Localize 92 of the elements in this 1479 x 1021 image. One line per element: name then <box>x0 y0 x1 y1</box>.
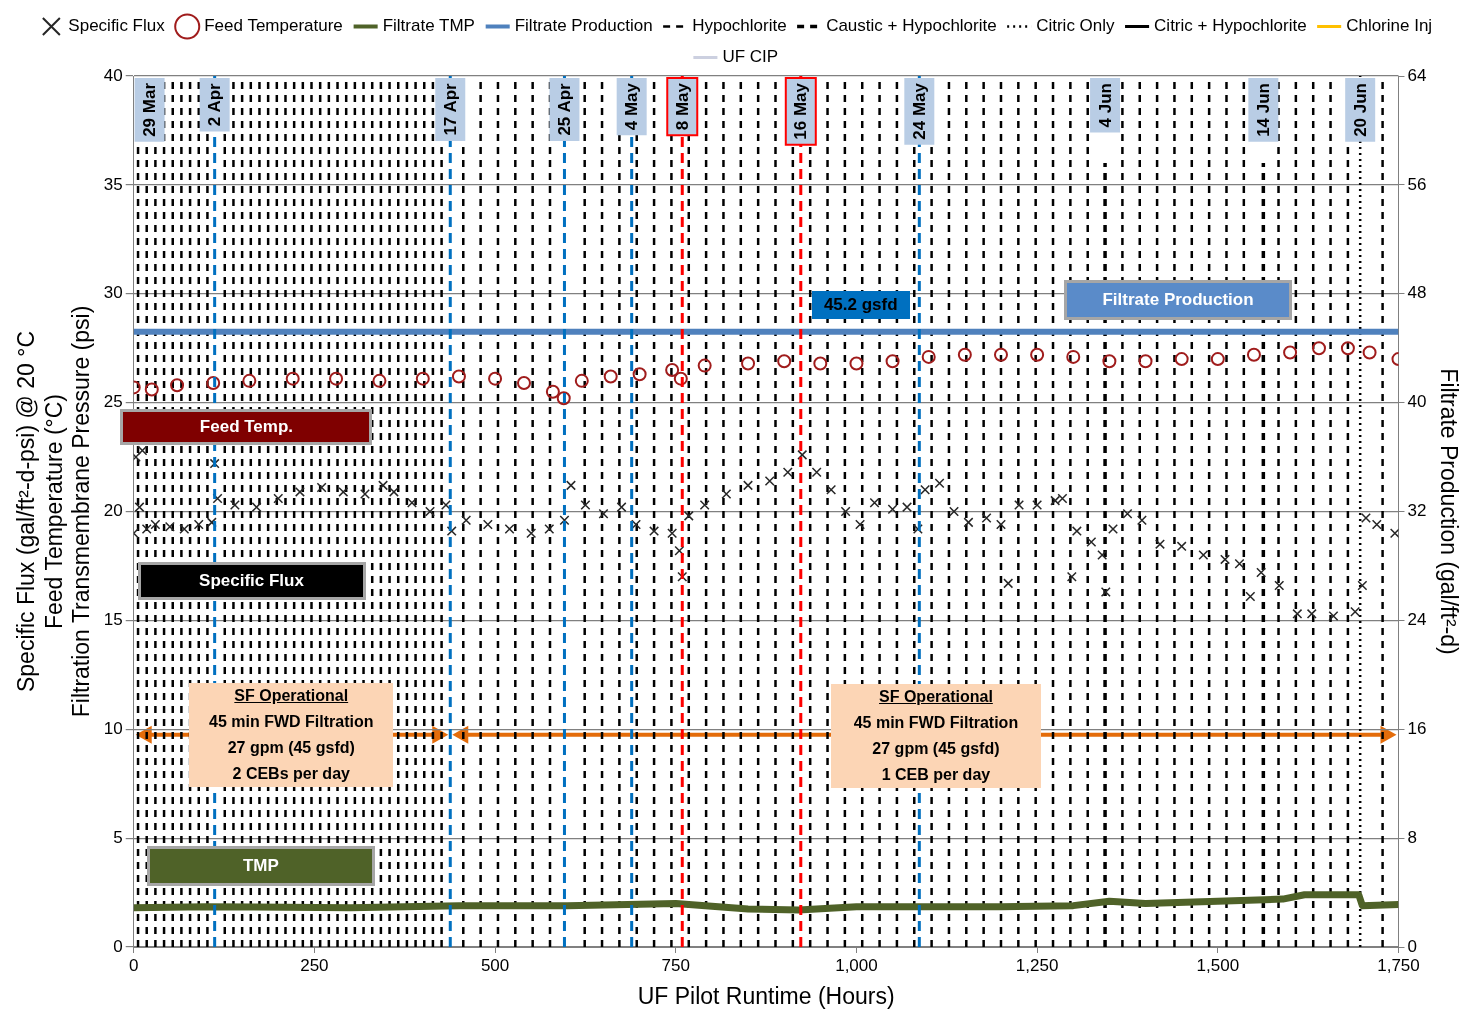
y-tick-label: 15 <box>103 610 123 630</box>
point <box>632 367 647 382</box>
x-tick-label: 750 <box>661 955 690 975</box>
ref-line-label: 8 May <box>672 82 692 131</box>
point <box>673 371 688 386</box>
point <box>545 384 560 399</box>
y2-axis-title: Filtrate Production (gal/ft²-d) <box>1435 368 1462 655</box>
legend-label: Feed Temperature <box>204 16 343 36</box>
ref-line-label: 2 Apr <box>205 82 225 127</box>
y-tick-label: 0 <box>113 936 123 956</box>
point <box>1246 347 1261 362</box>
y2-tick-label: 40 <box>1407 392 1427 412</box>
point <box>1362 345 1377 360</box>
annotation: TMP <box>241 855 280 878</box>
annotation: Filtrate Production <box>1101 289 1255 312</box>
x-tick-label: 1,500 <box>1196 955 1240 975</box>
point <box>603 369 618 384</box>
y-tick-label: 25 <box>103 392 123 412</box>
y2-tick-label: 56 <box>1407 174 1427 194</box>
point <box>329 371 344 386</box>
point <box>1066 349 1081 364</box>
point <box>849 356 864 371</box>
legend-label: Citric + Hypochlorite <box>1154 16 1307 36</box>
point <box>1283 345 1298 360</box>
legend-label: Hypochlorite <box>692 16 787 36</box>
legend-label: Citric Only <box>1036 16 1116 36</box>
point <box>556 391 571 406</box>
y2-tick-label: 0 <box>1407 936 1417 956</box>
point <box>993 347 1008 362</box>
point <box>242 373 257 388</box>
point <box>1174 352 1189 367</box>
x-tick-label: 1,000 <box>835 955 878 975</box>
point <box>170 378 185 393</box>
point <box>451 369 466 384</box>
annotation: 29 Mar <box>140 82 160 137</box>
x-axis-title: UF Pilot Runtime (Hours) <box>637 982 895 1009</box>
point <box>921 349 936 364</box>
y2-tick-label: 24 <box>1407 610 1427 630</box>
point <box>415 371 430 386</box>
point <box>665 362 680 377</box>
ref-line-label: 25 Apr <box>555 82 575 136</box>
y2-tick-label: 48 <box>1407 283 1427 303</box>
legend-label: Chlorine Inj <box>1346 16 1433 36</box>
y-tick-label: 10 <box>103 718 123 738</box>
legend-label: Caustic + Hypochlorite <box>826 16 997 36</box>
point <box>516 376 531 391</box>
y-tick-label: 20 <box>103 501 123 521</box>
point <box>1030 347 1045 362</box>
x-tick-label: 0 <box>128 955 139 975</box>
point <box>1340 341 1355 356</box>
annotation: 4 Jun <box>1095 83 1115 128</box>
point <box>957 347 972 362</box>
point <box>1102 354 1117 369</box>
x-tick-label: 250 <box>300 955 329 975</box>
y-axis-title: Specific Flux (gal/ft²-d-psi) @ 20 °C Feed Temperature (°C) Filtration Transmembrane Pressure (psi) <box>13 305 95 718</box>
annotation: 14 Jun <box>1254 83 1274 137</box>
point <box>813 356 828 371</box>
y2-tick-label: 64 <box>1407 65 1427 85</box>
point <box>574 373 589 388</box>
point <box>885 354 900 369</box>
annotation: 20 Jun <box>1350 83 1370 137</box>
point <box>285 371 300 386</box>
y-tick-label: 5 <box>113 827 123 847</box>
y2-tick-label: 8 <box>1407 827 1417 847</box>
x-tick-label: 1,250 <box>1015 955 1059 975</box>
x-tick-label: 1,750 <box>1377 955 1420 975</box>
ref-line-label: 16 May <box>791 82 811 140</box>
ref-line-label: 17 Apr <box>440 82 460 136</box>
ref-line-label: 24 May <box>910 82 930 140</box>
point <box>697 358 712 373</box>
ref-line-label: 4 May <box>622 82 642 131</box>
legend-label: Filtrate Production <box>514 16 653 36</box>
legend-label: Specific Flux <box>68 16 166 36</box>
point <box>372 373 387 388</box>
y-tick-label: 35 <box>103 174 123 194</box>
y-tick-label: 40 <box>103 65 123 85</box>
point <box>741 356 756 371</box>
y-tick-label: 30 <box>103 283 123 303</box>
point <box>144 382 159 397</box>
annotation: Feed Temp. <box>198 415 295 438</box>
annotation: Specific Flux <box>198 570 305 593</box>
point <box>488 371 503 386</box>
legend-label: Filtrate TMP <box>382 16 475 36</box>
point <box>1210 352 1225 367</box>
y2-tick-label: 32 <box>1407 501 1427 521</box>
point <box>206 376 221 391</box>
x-tick-label: 500 <box>480 955 510 975</box>
point <box>777 354 792 369</box>
y2-tick-label: 16 <box>1407 718 1427 738</box>
point <box>1138 354 1153 369</box>
legend-label: UF CIP <box>722 47 779 67</box>
point <box>1311 341 1326 356</box>
